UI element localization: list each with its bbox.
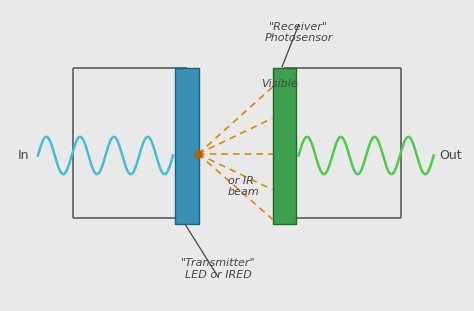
Text: "Transmitter"
LED or IRED: "Transmitter" LED or IRED bbox=[181, 258, 255, 280]
Bar bbox=[273, 68, 296, 224]
Text: or IR
beam: or IR beam bbox=[228, 176, 259, 197]
Text: "Receiver"
Photosensor: "Receiver" Photosensor bbox=[264, 22, 333, 43]
Text: In: In bbox=[18, 149, 29, 162]
Text: Out: Out bbox=[439, 149, 462, 162]
Bar bbox=[175, 68, 199, 224]
Text: Visible: Visible bbox=[261, 79, 298, 89]
